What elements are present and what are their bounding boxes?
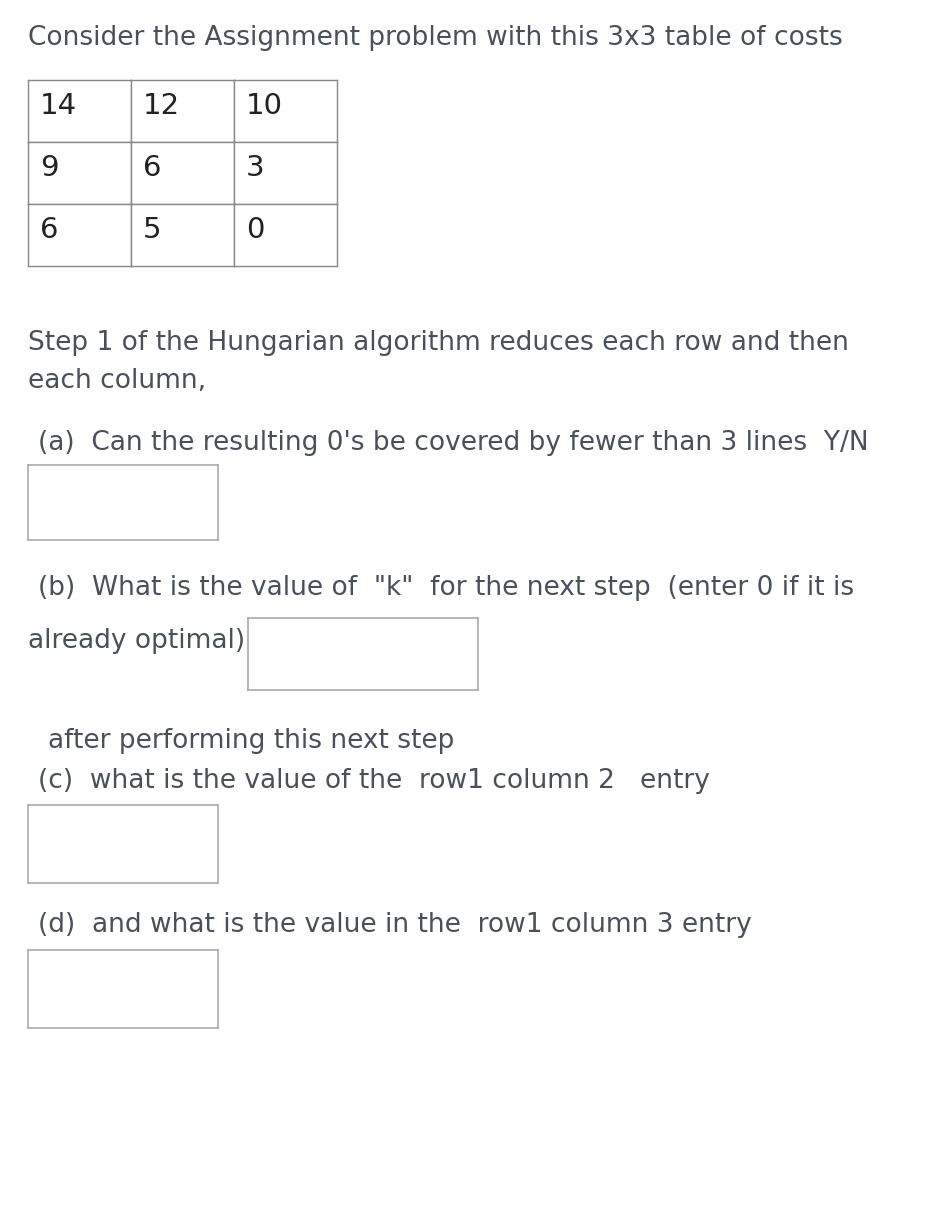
Text: (d)  and what is the value in the  row1 column 3 entry: (d) and what is the value in the row1 co… xyxy=(38,912,752,937)
Text: 9: 9 xyxy=(40,153,58,182)
Text: (c)  what is the value of the  row1 column 2   entry: (c) what is the value of the row1 column… xyxy=(38,768,710,794)
Text: already optimal): already optimal) xyxy=(28,628,245,654)
Text: 10: 10 xyxy=(246,92,283,120)
Text: Consider the Assignment problem with this 3x3 table of costs: Consider the Assignment problem with thi… xyxy=(28,25,843,51)
Text: 6: 6 xyxy=(143,153,161,182)
Text: 14: 14 xyxy=(40,92,77,120)
Text: after performing this next step: after performing this next step xyxy=(48,728,455,754)
Text: 6: 6 xyxy=(40,216,58,244)
Text: each column,: each column, xyxy=(28,368,206,394)
Text: (b)  What is the value of  "k"  for the next step  (enter 0 if it is: (b) What is the value of "k" for the nex… xyxy=(38,575,854,602)
Text: 5: 5 xyxy=(143,216,161,244)
Text: 3: 3 xyxy=(246,153,265,182)
Text: (a)  Can the resulting 0's be covered by fewer than 3 lines  Y/N: (a) Can the resulting 0's be covered by … xyxy=(38,430,869,455)
Text: 0: 0 xyxy=(246,216,265,244)
Text: 12: 12 xyxy=(143,92,181,120)
Text: Step 1 of the Hungarian algorithm reduces each row and then: Step 1 of the Hungarian algorithm reduce… xyxy=(28,330,849,356)
